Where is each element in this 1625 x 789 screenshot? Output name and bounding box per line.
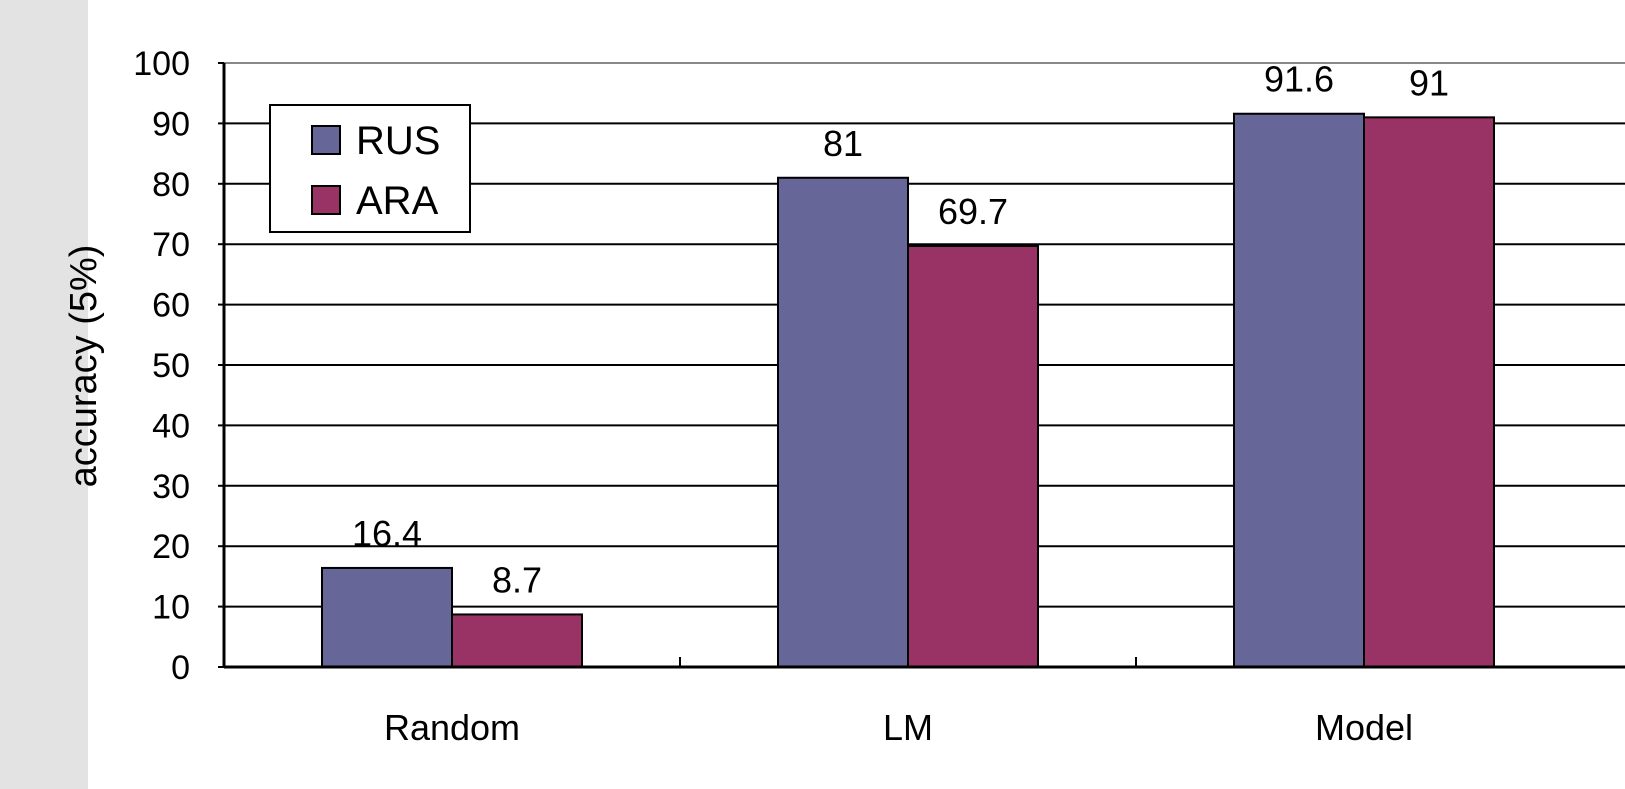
y-tick-label: 90 <box>152 105 190 143</box>
category-labels: Random LM Model <box>384 707 1413 748</box>
data-label: 16.4 <box>352 513 422 554</box>
y-tick-label: 50 <box>152 347 190 385</box>
bar-ara <box>451 613 583 669</box>
y-tick-label: 100 <box>133 45 190 83</box>
y-tick-label: 20 <box>152 528 190 566</box>
data-label: 91 <box>1409 62 1449 103</box>
legend-box <box>269 104 471 233</box>
y-tick-label: 30 <box>152 468 190 506</box>
legend-swatch-rus <box>311 125 341 155</box>
bars <box>321 112 1495 669</box>
y-tick-label: 60 <box>152 287 190 325</box>
y-tick-label: 40 <box>152 407 190 445</box>
data-label: 8.7 <box>492 559 542 600</box>
data-label: 81 <box>823 123 863 164</box>
x-category-label: LM <box>883 707 933 748</box>
axes <box>218 62 1625 669</box>
x-category-label: Random <box>384 707 520 748</box>
data-labels: 16.4 8.7 81 69.7 91.6 91 <box>352 59 1449 601</box>
legend: RUS ARA <box>269 104 471 233</box>
bar-rus <box>321 566 453 668</box>
y-tick-labels: 0 10 20 30 40 50 60 70 80 90 100 <box>133 45 190 687</box>
legend-swatch-ara <box>311 185 341 215</box>
y-tick-label: 10 <box>152 589 190 627</box>
data-label: 91.6 <box>1264 59 1334 100</box>
y-tick-label: 70 <box>152 226 190 264</box>
y-tick-label: 80 <box>152 166 190 204</box>
data-label: 69.7 <box>938 191 1008 232</box>
y-tick-label: 0 <box>171 649 190 687</box>
y-axis-label: accuracy (5%) <box>63 245 105 488</box>
bar-rus <box>1233 112 1365 668</box>
legend-label-rus: RUS <box>356 119 440 163</box>
bar-ara <box>907 245 1039 668</box>
legend-label-ara: ARA <box>356 179 439 223</box>
bar-ara <box>1363 116 1495 669</box>
left-side-panel <box>0 0 88 789</box>
x-category-label: Model <box>1315 707 1413 748</box>
bar-rus <box>777 176 909 668</box>
